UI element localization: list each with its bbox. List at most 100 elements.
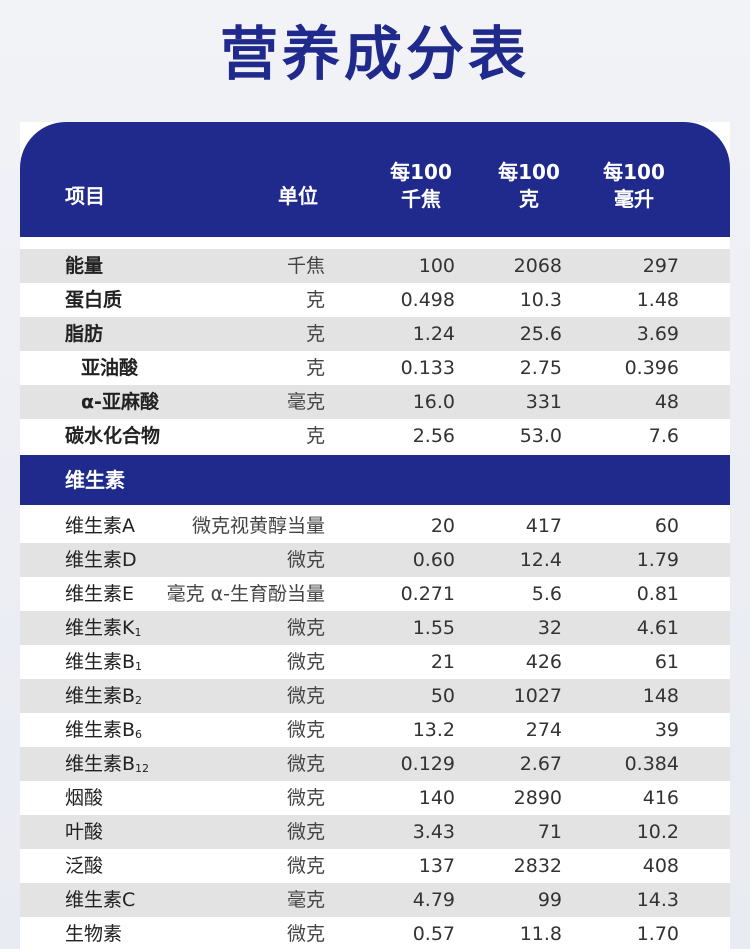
header-item: 项目 (65, 184, 105, 208)
nutrient-subscript: 12 (135, 762, 150, 775)
value-per-100ml: 416 (642, 787, 679, 809)
value-per-100g: 71 (537, 821, 562, 843)
nutrient-label: 维生素K (65, 617, 135, 639)
unit-cell: 克 (305, 323, 325, 345)
table-row: 维生素B1 微克 21 426 61 (20, 645, 730, 679)
value-per-100g: 2.75 (519, 357, 562, 379)
unit-cell: 克 (305, 357, 325, 379)
header-per-100kj: 每100 千焦 (390, 160, 452, 211)
table-row: 脂肪 克 1.24 25.6 3.69 (20, 317, 730, 351)
value-per-100g: 10.3 (519, 289, 562, 311)
nutrient-name: 泛酸 (65, 849, 103, 883)
value-per-100ml: 1.70 (636, 923, 679, 945)
value-per-100ml: 10.2 (636, 821, 679, 843)
header-per-100ml: 每100 毫升 (603, 160, 665, 211)
table-row: 蛋白质 克 0.498 10.3 1.48 (20, 283, 730, 317)
table-row: 能量 千焦 100 2068 297 (20, 249, 730, 283)
value-per-100ml: 3.69 (636, 323, 679, 345)
table-row: 生物素 微克 0.57 11.8 1.70 (20, 917, 730, 949)
value-per-100kj: 140 (418, 787, 455, 809)
nutrient-name: 维生素E (65, 577, 134, 611)
nutrient-label: 维生素B (65, 753, 136, 775)
value-per-100ml: 14.3 (636, 889, 679, 911)
value-per-100g: 53.0 (519, 425, 562, 447)
unit-cell: 微克 (286, 787, 325, 809)
nutrient-name: 维生素A (65, 509, 135, 543)
table-row: 维生素B6 微克 13.2 274 39 (20, 713, 730, 747)
nutrient-name: 能量 (65, 249, 103, 283)
value-per-100ml: 148 (642, 685, 679, 707)
value-per-100ml: 39 (654, 719, 679, 741)
nutrient-label: 烟酸 (65, 787, 104, 809)
value-per-100kj: 13.2 (412, 719, 455, 741)
unit-cell: 毫克 (286, 391, 325, 413)
table-row: 维生素A 微克视黄醇当量 20 417 60 (20, 509, 730, 543)
unit-cell: 微克 (286, 855, 325, 877)
table-row: 维生素B12 微克 0.129 2.67 0.384 (20, 747, 730, 781)
nutrient-name: 维生素C (65, 883, 135, 917)
value-per-100kj: 1.55 (412, 617, 455, 639)
nutrient-label: 蛋白质 (65, 289, 123, 311)
table-row: 碳水化合物 克 2.56 53.0 7.6 (20, 419, 730, 453)
nutrient-label: 维生素B (65, 719, 136, 741)
table-row: 维生素E 毫克 α-生育酚当量 0.271 5.6 0.81 (20, 577, 730, 611)
value-per-100ml: 61 (654, 651, 679, 673)
nutrient-label: 脂肪 (65, 323, 104, 345)
unit-cell: 克 (305, 425, 325, 447)
table-row: 烟酸 微克 140 2890 416 (20, 781, 730, 815)
nutrient-name: α-亚麻酸 (81, 385, 159, 419)
value-per-100kj: 0.498 (400, 289, 455, 311)
unit-cell: 千焦 (286, 255, 325, 277)
value-per-100kj: 16.0 (412, 391, 455, 413)
value-per-100g: 2068 (513, 255, 562, 277)
nutrient-name: 亚油酸 (81, 351, 138, 385)
value-per-100kj: 0.60 (412, 549, 455, 571)
value-per-100ml: 60 (654, 515, 679, 537)
value-per-100kj: 3.43 (412, 821, 455, 843)
value-per-100ml: 48 (654, 391, 679, 413)
nutrient-subscript: 2 (135, 694, 143, 707)
section-header-vitamins: 维生素 (20, 455, 730, 505)
header-per-100g: 每100 克 (498, 160, 560, 211)
nutrient-label: 维生素C (65, 889, 136, 911)
value-per-100kj: 0.129 (400, 753, 455, 775)
nutrient-label: 碳水化合物 (65, 425, 161, 447)
value-per-100g: 2.67 (519, 753, 562, 775)
value-per-100ml: 0.384 (624, 753, 679, 775)
header-unit: 单位 (278, 184, 318, 208)
table-row: 维生素D 微克 0.60 12.4 1.79 (20, 543, 730, 577)
table-body: 能量 千焦 100 2068 297 蛋白质克 0.498 10.3 1.48 脂肪克 1.24 25… (20, 249, 730, 949)
unit-cell: 微克 (286, 685, 325, 707)
table-row: 叶酸 微克 3.43 71 10.2 (20, 815, 730, 849)
table-row: α-亚麻酸 毫克 16.0 331 48 (20, 385, 730, 419)
value-per-100ml: 0.396 (624, 357, 679, 379)
value-per-100kj: 100 (418, 255, 455, 277)
nutrient-label: α-亚麻酸 (81, 391, 159, 413)
value-per-100ml: 1.48 (636, 289, 679, 311)
table-row: 泛酸 微克 137 2832 408 (20, 849, 730, 883)
nutrient-label: 亚油酸 (81, 357, 139, 379)
value-per-100ml: 1.79 (636, 549, 679, 571)
value-per-100ml: 0.81 (636, 583, 679, 605)
value-per-100g: 331 (525, 391, 562, 413)
nutrient-name: 脂肪 (65, 317, 103, 351)
nutrient-label: 维生素E (65, 583, 135, 605)
nutrient-label: 维生素B (65, 685, 136, 707)
nutrition-table: 项目 单位 每100 千焦 每100 克 每100 毫升 能量 千焦 100 2068… (20, 122, 730, 949)
value-per-100g: 274 (525, 719, 562, 741)
nutrient-name: 生物素 (65, 917, 122, 949)
value-per-100kj: 0.271 (400, 583, 455, 605)
value-per-100kj: 20 (430, 515, 455, 537)
value-per-100g: 417 (525, 515, 562, 537)
value-per-100g: 2832 (513, 855, 562, 877)
value-per-100kj: 137 (418, 855, 455, 877)
unit-cell: 克 (305, 289, 325, 311)
nutrient-name: 碳水化合物 (65, 419, 160, 453)
nutrient-name: 维生素B1 (65, 645, 142, 684)
nutrient-label: 维生素D (65, 549, 137, 571)
nutrient-label: 维生素B (65, 651, 136, 673)
nutrient-name: 维生素B6 (65, 713, 142, 752)
page-title: 营养成分表 (219, 20, 530, 88)
value-per-100kj: 4.79 (412, 889, 455, 911)
value-per-100kj: 0.133 (400, 357, 455, 379)
